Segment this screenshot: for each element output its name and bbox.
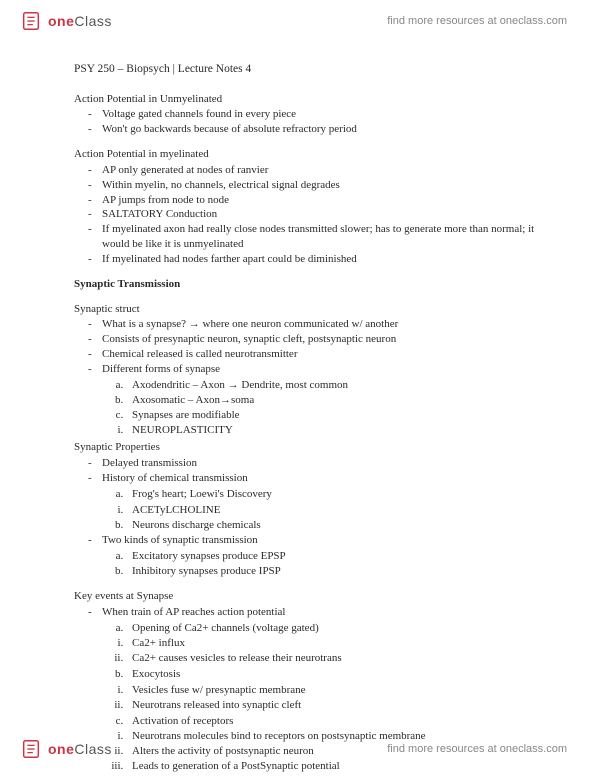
logo-one: one	[48, 13, 74, 29]
bullet: Chemical released is called neurotransmi…	[102, 347, 555, 362]
sub-b: Exocytosis	[126, 667, 555, 682]
sub-b: Inhibitory synapses produce IPSP	[126, 564, 555, 579]
section-head: Action Potential in myelinated	[74, 147, 555, 162]
section-synaptic-struct: Synaptic struct What is a synapse? → whe…	[74, 302, 555, 439]
sub-roman: Ca2+ causes vesicles to release their ne…	[126, 651, 555, 666]
section-head: Action Potential in Unmyelinated	[74, 92, 555, 107]
bullet: Won't go backwards because of absolute r…	[102, 122, 555, 137]
logo: one Class	[20, 738, 112, 760]
footer-bar: one Class find more resources at oneclas…	[0, 728, 595, 770]
document-content: PSY 250 – Biopsych | Lecture Notes 4 Act…	[74, 62, 555, 784]
sub-a: Frog's heart; Loewi's Discovery	[126, 487, 555, 502]
header-bar: one Class find more resources at oneclas…	[0, 0, 595, 42]
bullet: History of chemical transmission	[102, 471, 555, 486]
bullet: Within myelin, no channels, electrical s…	[102, 178, 555, 193]
logo-text: one Class	[48, 741, 112, 757]
logo: one Class	[20, 10, 112, 32]
logo-text: one Class	[48, 13, 112, 29]
section-head: Key events at Synapse	[74, 589, 555, 604]
header-link[interactable]: find more resources at oneclass.com	[387, 15, 567, 27]
notebook-icon	[20, 738, 42, 760]
bullet: When train of AP reaches action potentia…	[102, 605, 555, 620]
sub-roman: Ca2+ influx	[126, 636, 555, 651]
logo-class: Class	[74, 741, 112, 757]
logo-class: Class	[74, 13, 112, 29]
sub-roman: NEUROPLASTICITY	[126, 423, 555, 438]
bullet: If myelinated axon had really close node…	[102, 222, 555, 252]
sub-roman: Vesicles fuse w/ presynaptic membrane	[126, 683, 555, 698]
section-synaptic-transmission: Synaptic Transmission	[74, 277, 555, 292]
section-synaptic-properties: Synaptic Properties Delayed transmission…	[74, 440, 555, 579]
sub-roman: ACETyLCHOLINE	[126, 503, 555, 518]
sub-a: Axodendritic – Axon → Dendrite, most com…	[126, 378, 555, 393]
sub-b: Axosomatic – Axon→soma	[126, 393, 555, 408]
document-title: PSY 250 – Biopsych | Lecture Notes 4	[74, 62, 555, 78]
bullet: Voltage gated channels found in every pi…	[102, 107, 555, 122]
bullet: Different forms of synapse	[102, 362, 555, 377]
notebook-icon	[20, 10, 42, 32]
sub-c: Synapses are modifiable	[126, 408, 555, 423]
bullet: AP only generated at nodes of ranvier	[102, 163, 555, 178]
sub-b: Neurons discharge chemicals	[126, 518, 555, 533]
sub-a: Excitatory synapses produce EPSP	[126, 549, 555, 564]
logo-one: one	[48, 741, 74, 757]
bullet: What is a synapse? → where one neuron co…	[102, 317, 555, 332]
section-myelinated: Action Potential in myelinated AP only g…	[74, 147, 555, 267]
sub-a: Opening of Ca2+ channels (voltage gated)	[126, 621, 555, 636]
bullet: SALTATORY Conduction	[102, 207, 555, 222]
section-head: Synaptic struct	[74, 302, 555, 317]
bullet: Consists of presynaptic neuron, synaptic…	[102, 332, 555, 347]
sub-roman: Neurotrans released into synaptic cleft	[126, 698, 555, 713]
footer-link[interactable]: find more resources at oneclass.com	[387, 743, 567, 755]
sub-c: Activation of receptors	[126, 714, 555, 729]
section-head-bold: Synaptic Transmission	[74, 277, 555, 292]
bullet: Two kinds of synaptic transmission	[102, 533, 555, 548]
section-unmyelinated: Action Potential in Unmyelinated Voltage…	[74, 92, 555, 138]
section-head: Synaptic Properties	[74, 440, 555, 455]
bullet: Delayed transmission	[102, 456, 555, 471]
bullet: AP jumps from node to node	[102, 193, 555, 208]
bullet: If myelinated had nodes farther apart co…	[102, 252, 555, 267]
